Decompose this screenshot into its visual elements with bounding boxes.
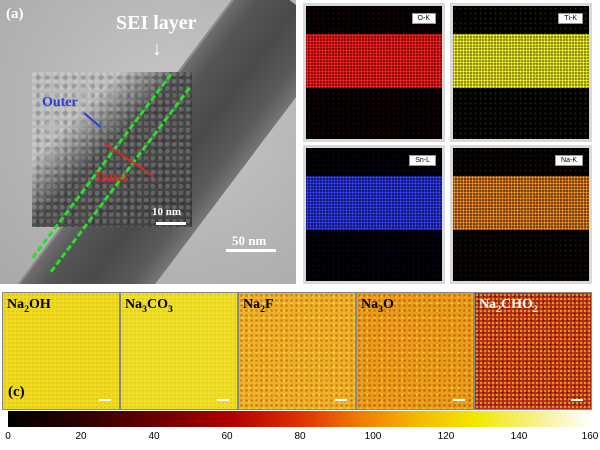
inset-scale-label: 10 nm	[152, 206, 182, 218]
main-scale-label: 50 nm	[232, 233, 267, 248]
eds-map-ti: Ti-K	[450, 3, 592, 142]
map-label-ti: Ti-K	[558, 13, 583, 24]
eds-panel-b: O-K Ti-K Sn-L Na-K (b)	[298, 0, 600, 284]
main-scale-bar	[226, 249, 276, 252]
eds-map-na: Na-K	[450, 145, 592, 284]
tof-map-na3co3: Na3CO3	[120, 292, 238, 410]
tof-map-na2oh: Na2OH	[2, 292, 120, 410]
tof-label: Na2CHO2	[479, 297, 538, 315]
panel-b-label: (b)	[453, 8, 472, 24]
scale-bar	[453, 399, 465, 401]
colorbar-tick-label: 140	[510, 431, 528, 442]
tof-map-na3o: Na3O	[356, 292, 474, 410]
inner-label: Inner	[96, 170, 130, 185]
map-label-na: Na-K	[555, 155, 583, 166]
scale-bar	[217, 399, 229, 401]
eds-map-sn: Sn-L	[303, 145, 445, 284]
sei-layer-label: SEI layer	[116, 12, 197, 34]
tof-label: Na3CO3	[125, 297, 173, 315]
colorbar-tick-label: 40	[148, 431, 160, 442]
eds-map-o: O-K	[303, 3, 445, 142]
colorbar-tick-label: 20	[75, 431, 87, 442]
scale-bar	[571, 399, 583, 401]
tof-label: Na3O	[361, 297, 394, 315]
tof-map-na2cho2: Na2CHO2	[474, 292, 592, 410]
intensity-colorbar	[8, 411, 592, 427]
panel-c-label: (c)	[8, 384, 25, 400]
colorbar-tick-label: 100	[364, 431, 382, 442]
tof-sims-panel-c: Na2OH Na3CO3 Na2F Na3O Na2CHO2 (c)	[0, 292, 600, 410]
colorbar-tick-label: 80	[294, 431, 306, 442]
tof-label: Na2OH	[7, 297, 51, 315]
colorbar-tick-label: 0	[5, 431, 11, 442]
map-label-o: O-K	[411, 13, 436, 24]
arrow-down-icon: ↓	[152, 38, 162, 60]
colorbar-tick-label: 120	[437, 431, 455, 442]
colorbar-tick-label: 160	[581, 431, 599, 442]
colorbar-tick-label: 60	[221, 431, 233, 442]
scale-bar	[335, 399, 347, 401]
tem-panel-a: (a) SEI layer ↓ Outer Inner 10 nm 50 nm	[0, 0, 296, 284]
outer-label: Outer	[42, 95, 78, 110]
scale-bar	[99, 399, 111, 401]
tof-label: Na2F	[243, 297, 274, 315]
panel-a-label: (a)	[6, 6, 24, 22]
inset-scale-bar	[156, 222, 186, 225]
tof-map-na2f: Na2F	[238, 292, 356, 410]
map-label-sn: Sn-L	[409, 155, 436, 166]
